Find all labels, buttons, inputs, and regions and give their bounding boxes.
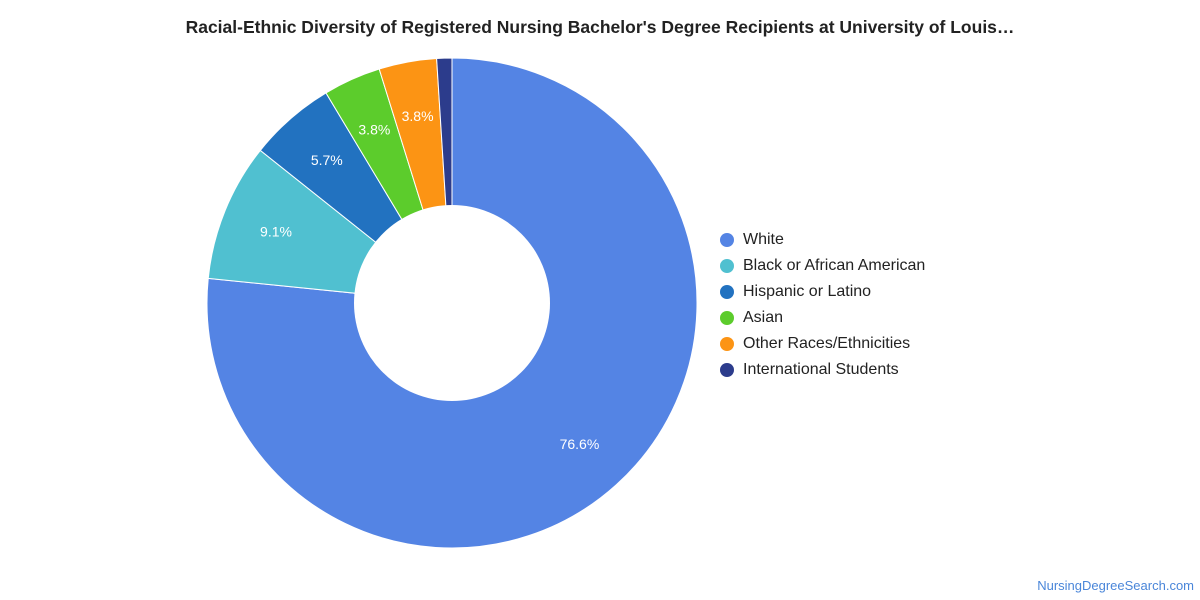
slice-label-black-or-african-american: 9.1%	[260, 223, 292, 239]
legend-swatch	[720, 311, 734, 325]
legend-item-international-students[interactable]: International Students	[720, 357, 925, 383]
legend-swatch	[720, 285, 734, 299]
legend-swatch	[720, 233, 734, 247]
legend-item-hispanic-or-latino[interactable]: Hispanic or Latino	[720, 279, 925, 305]
slice-label-white: 76.6%	[560, 436, 600, 452]
legend-swatch	[720, 337, 734, 351]
donut-hole	[354, 205, 550, 401]
legend-item-black-or-african-american[interactable]: Black or African American	[720, 253, 925, 279]
chart-legend: White Black or African American Hispanic o…	[720, 227, 925, 383]
legend-swatch	[720, 363, 734, 377]
legend-swatch	[720, 259, 734, 273]
slice-label-asian: 3.8%	[358, 122, 390, 138]
slice-labels: 76.6% 9.1% 5.7% 3.8% 3.8%	[260, 108, 599, 452]
legend-item-other-races-ethnicities[interactable]: Other Races/Ethnicities	[720, 331, 925, 357]
slice-white[interactable]	[206, 57, 698, 549]
legend-label: Hispanic or Latino	[743, 283, 872, 300]
legend-label: Other Races/Ethnicities	[743, 335, 911, 352]
legend-label: Asian	[743, 309, 784, 326]
legend-label: International Students	[743, 361, 899, 378]
legend-label: White	[743, 231, 784, 248]
legend-item-asian[interactable]: Asian	[720, 305, 925, 331]
legend-label: Black or African American	[743, 257, 926, 274]
slice-label-hispanic-or-latino: 5.7%	[311, 152, 343, 168]
legend-item-white[interactable]: White	[720, 227, 925, 253]
slice-label-other-races-ethnicities: 3.8%	[402, 108, 434, 124]
chart-title: Racial-Ethnic Diversity of Registered Nu…	[185, 17, 1015, 37]
source-credit[interactable]: NursingDegreeSearch.com	[1037, 578, 1194, 593]
